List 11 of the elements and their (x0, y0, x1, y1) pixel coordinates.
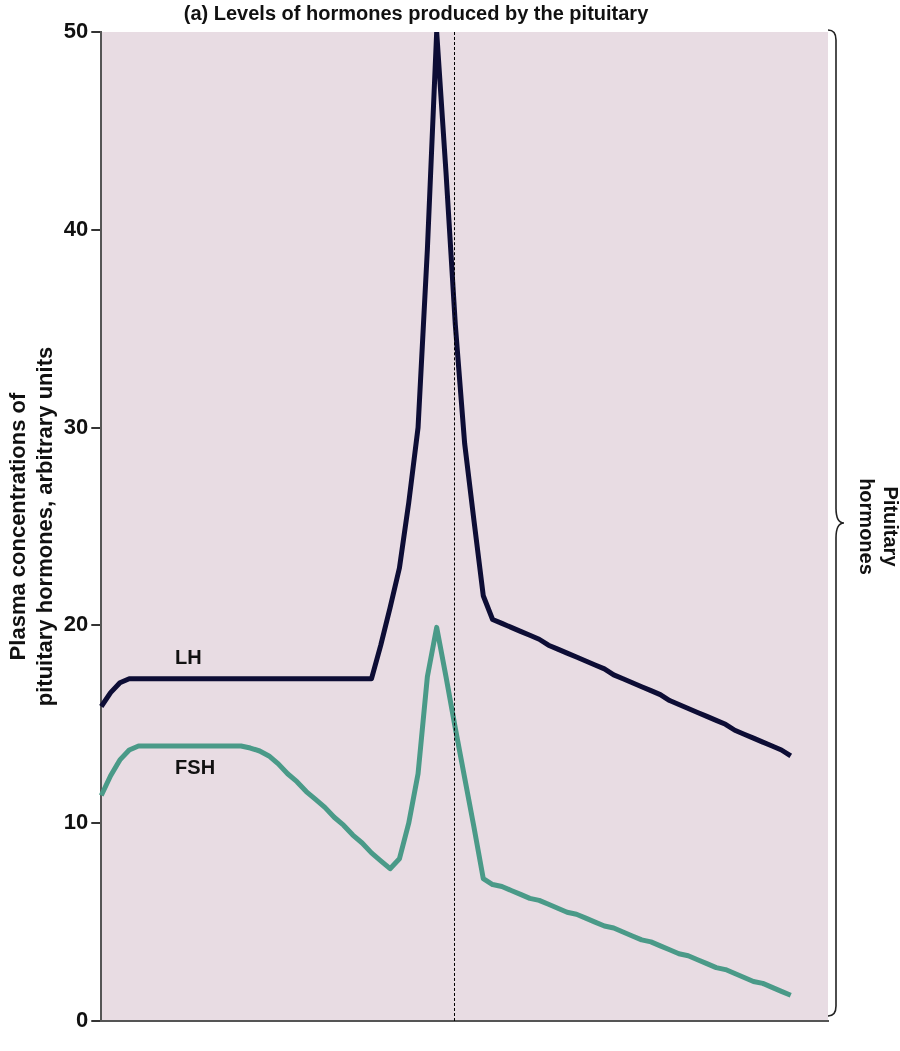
chart-title: (a) Levels of hormones produced by the pituitary (183, 1, 650, 24)
series-label: FSH (175, 755, 216, 778)
y-tick-label: 20 (63, 611, 89, 637)
text: Pituitary hormones (856, 478, 900, 575)
y-tick-label: 10 (63, 809, 89, 835)
y-tick-label: 40 (63, 215, 89, 241)
y-tick-label: 50 (63, 18, 89, 44)
series-label: LH (175, 646, 202, 669)
y-axis-title: Plasma concentrations of pituitary hormones, arbitrary units (5, 346, 57, 707)
y-tick-label: 0 (76, 1007, 89, 1033)
y-tick-label: 30 (63, 413, 89, 439)
